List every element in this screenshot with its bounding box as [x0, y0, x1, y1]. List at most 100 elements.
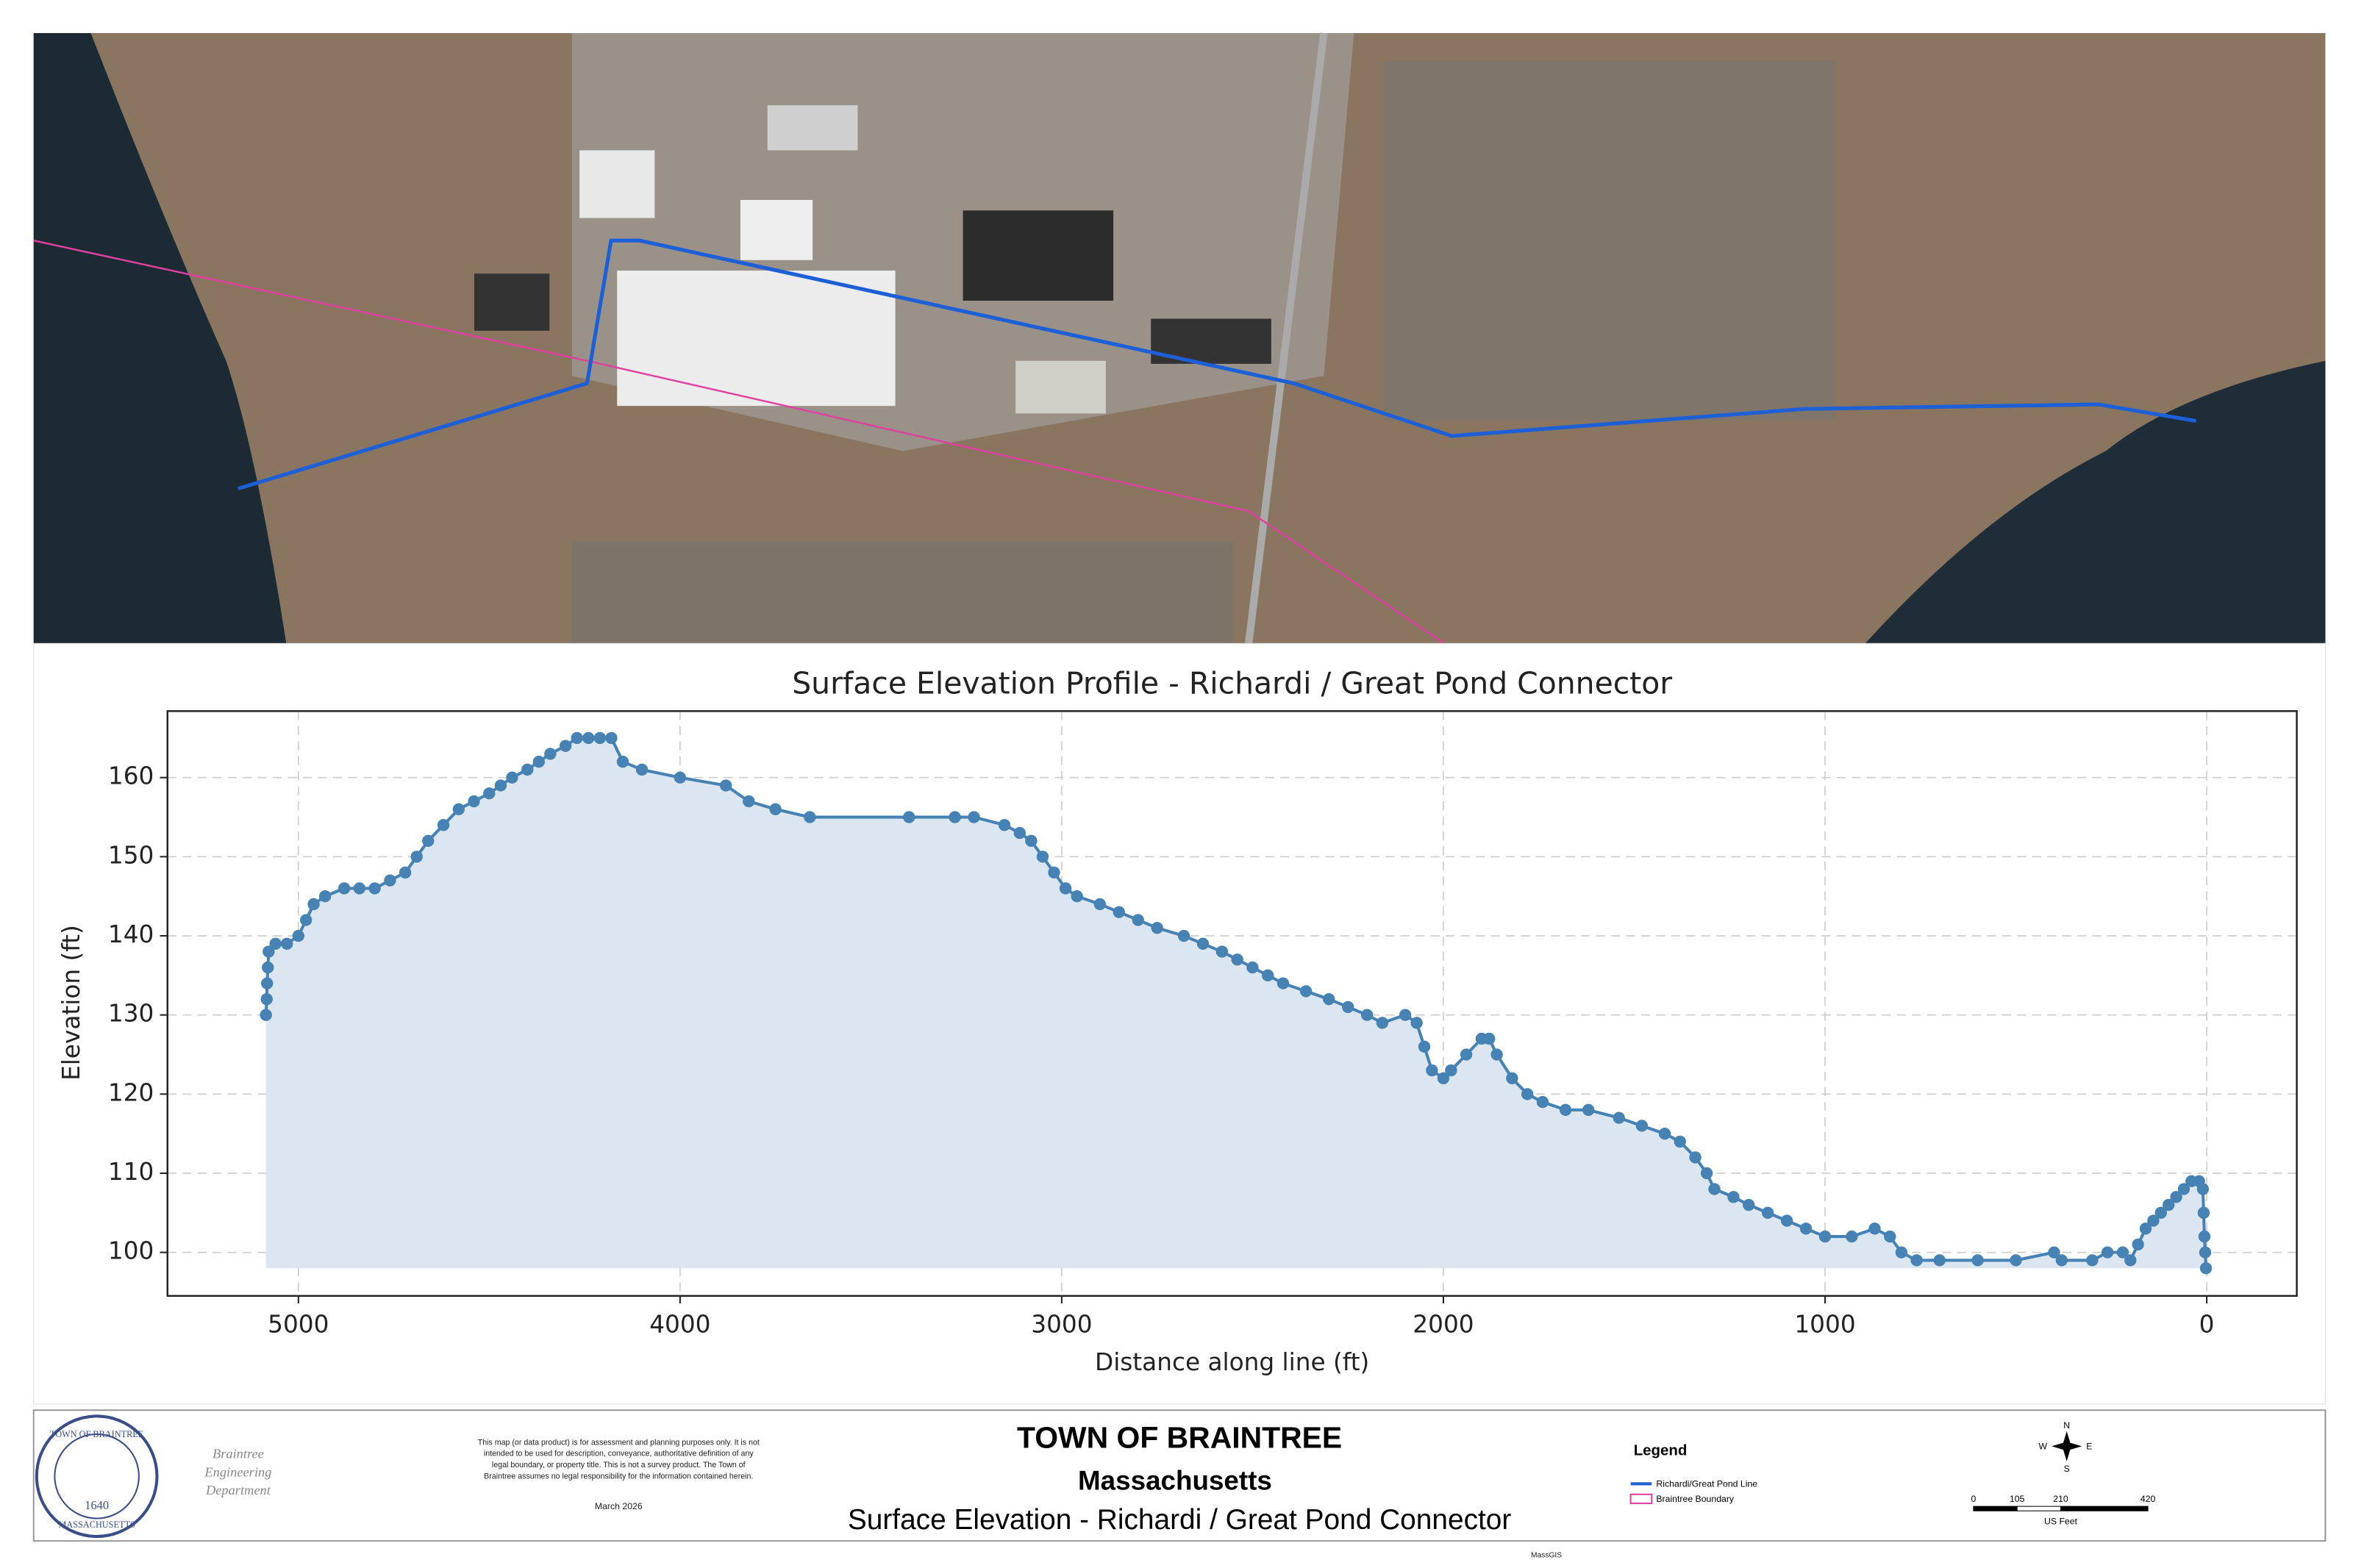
- point: [1277, 977, 1290, 989]
- route-line: [238, 238, 2196, 491]
- point: [2055, 1254, 2068, 1267]
- point: [1761, 1206, 1774, 1219]
- seal-text: TOWN OF BRAINTREE: [50, 1429, 143, 1439]
- point: [2199, 1261, 2213, 1275]
- point: [1689, 1151, 1702, 1164]
- point: [1151, 922, 1163, 934]
- water: [33, 32, 287, 644]
- point: [719, 779, 732, 792]
- point: [1376, 1017, 1389, 1029]
- compass-label: W: [2039, 1441, 2048, 1451]
- point: [1048, 866, 1060, 879]
- department-text: Engineering: [204, 1464, 271, 1479]
- point: [2132, 1238, 2144, 1251]
- y-tick-label: 130: [108, 1000, 154, 1028]
- point: [1177, 929, 1190, 942]
- seal-year: 1640: [85, 1498, 109, 1512]
- point: [494, 779, 507, 792]
- point: [1059, 882, 1072, 895]
- x-axis-label: Distance along line (ft): [1095, 1348, 1369, 1376]
- building: [1015, 360, 1106, 414]
- y-tick-label: 110: [108, 1158, 154, 1186]
- point: [1246, 961, 1259, 974]
- y-tick-label: 160: [108, 762, 154, 790]
- point: [1521, 1088, 1534, 1100]
- point: [281, 937, 293, 950]
- point: [1700, 1167, 1713, 1180]
- point: [903, 811, 915, 823]
- scale-label: 0: [1971, 1494, 1976, 1504]
- point: [1582, 1103, 1595, 1117]
- point: [262, 961, 274, 974]
- point: [384, 874, 396, 887]
- point: [1323, 992, 1335, 1006]
- point: [1013, 826, 1026, 840]
- building: [579, 150, 655, 218]
- point: [422, 834, 435, 848]
- point: [452, 803, 465, 815]
- y-tick-label: 150: [108, 841, 154, 869]
- footer-state: Massachusetts: [1078, 1466, 1272, 1496]
- point: [1846, 1230, 1858, 1243]
- point: [1299, 985, 1313, 998]
- point: [260, 1009, 272, 1021]
- point: [1971, 1254, 1984, 1267]
- point: [769, 803, 782, 815]
- water: [1865, 360, 2326, 644]
- point: [1559, 1103, 1572, 1117]
- point: [1399, 1009, 1412, 1021]
- point: [292, 929, 304, 942]
- point: [1799, 1222, 1813, 1235]
- point: [1910, 1254, 1923, 1267]
- disclaimer-line: This map (or data product) is for assess…: [478, 1438, 760, 1447]
- y-tick-label: 140: [108, 920, 154, 948]
- point: [399, 866, 412, 879]
- point: [2139, 1222, 2152, 1235]
- footer-title: TOWN OF BRAINTREE: [1017, 1420, 1342, 1454]
- point: [1536, 1095, 1549, 1109]
- point: [1674, 1135, 1686, 1148]
- point: [1437, 1072, 1450, 1084]
- point: [2162, 1198, 2175, 1211]
- point: [1460, 1048, 1473, 1061]
- scale-segment: [2060, 1506, 2149, 1511]
- point: [674, 771, 687, 784]
- point: [1426, 1064, 1438, 1077]
- point: [2197, 1206, 2210, 1219]
- chart-title: Surface Elevation Profile - Richardi / G…: [792, 666, 1672, 701]
- y-axis-label: Elevation (ft): [57, 925, 85, 1081]
- point: [299, 914, 313, 926]
- point: [1727, 1191, 1740, 1203]
- scale-segment: [1973, 1506, 2018, 1511]
- y-tick-label: 120: [108, 1078, 154, 1106]
- point: [1113, 906, 1125, 918]
- point: [2086, 1254, 2099, 1267]
- compass-label: S: [2064, 1464, 2070, 1474]
- date: March 2026: [595, 1501, 643, 1511]
- point: [1071, 890, 1083, 903]
- point: [1231, 953, 1243, 966]
- building: [617, 271, 896, 407]
- point: [1708, 1183, 1721, 1195]
- point: [368, 882, 381, 895]
- point: [1933, 1254, 1946, 1267]
- disclaimer-line: legal boundary, or property title. This …: [492, 1461, 746, 1469]
- point: [338, 882, 351, 895]
- point: [968, 811, 980, 823]
- point: [307, 898, 320, 911]
- seal-text: MASSACHUSETTS: [58, 1519, 135, 1530]
- legend-item: Braintree Boundary: [1656, 1494, 1735, 1504]
- scale-segment: [2016, 1506, 2062, 1511]
- point: [1132, 914, 1144, 926]
- area: [265, 737, 2207, 1269]
- plot-frame: [166, 710, 2298, 1297]
- point: [2198, 1230, 2211, 1243]
- disclaimer-line: Braintree assumes no legal responsibilit…: [484, 1472, 753, 1481]
- point: [2196, 1183, 2210, 1195]
- point: [635, 763, 649, 776]
- point: [532, 756, 545, 768]
- point: [1483, 1032, 1496, 1045]
- footer-subtitle: Surface Elevation - Richardi / Great Pon…: [848, 1504, 1512, 1536]
- point: [1196, 937, 1210, 950]
